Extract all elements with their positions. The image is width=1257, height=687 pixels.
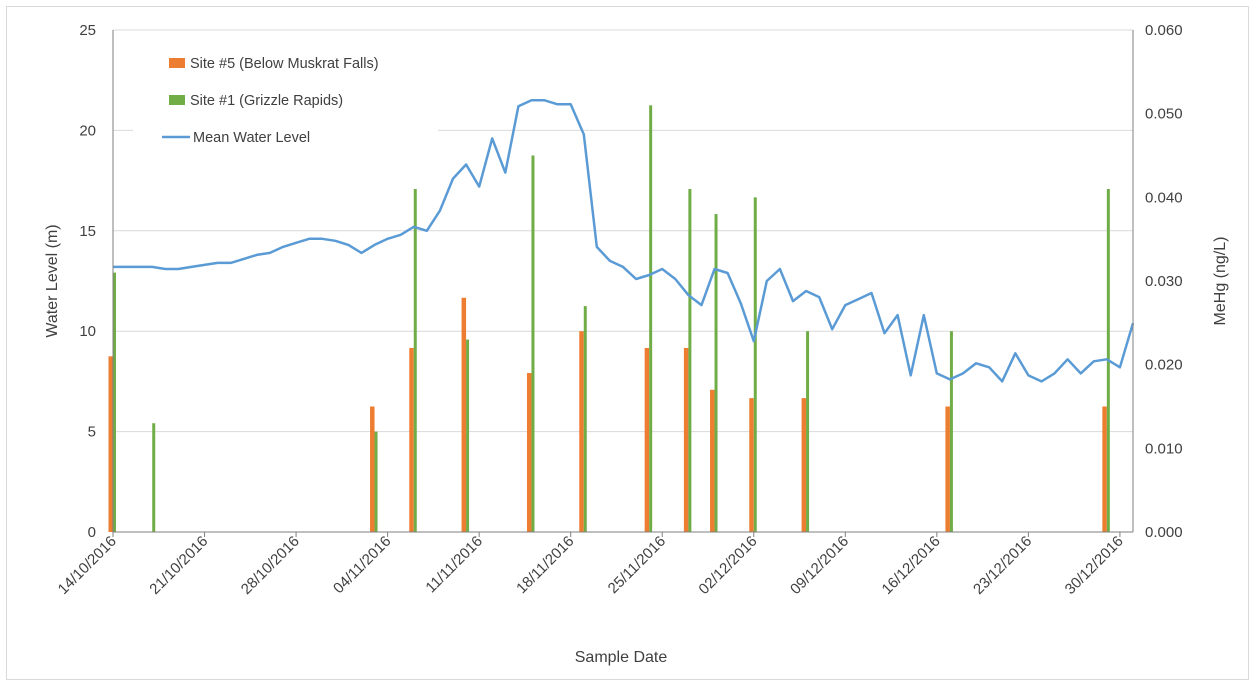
right-y-tick-label: 0.030 xyxy=(1145,273,1183,290)
bar-site1 xyxy=(649,105,653,533)
x-tick-label: 25/11/2016 xyxy=(605,533,669,597)
left-y-tick-label: 15 xyxy=(79,223,96,240)
right-y-tick-label: 0.050 xyxy=(1145,106,1183,123)
left-y-tick-labels: 0 5 10 15 20 25 xyxy=(79,22,96,541)
left-y-tick-label: 0 xyxy=(88,524,96,541)
axes xyxy=(112,30,1134,537)
left-y-tick-label: 25 xyxy=(79,22,96,39)
left-y-tick-label: 20 xyxy=(79,122,96,139)
x-tick-label: 18/11/2016 xyxy=(513,533,577,597)
legend-label-site5: Site #5 (Below Muskrat Falls) xyxy=(190,56,379,72)
bar-site5 xyxy=(526,373,532,532)
legend: Site #5 (Below Muskrat Falls) Site #1 (G… xyxy=(133,46,438,158)
bar-site5 xyxy=(749,398,754,532)
bar-site1 xyxy=(113,272,116,532)
bar-site5 xyxy=(945,406,950,532)
legend-swatch-site5 xyxy=(169,58,185,68)
left-y-tick-label: 5 xyxy=(88,424,96,441)
bar-site1 xyxy=(466,339,470,532)
right-y-tick-labels: 0.000 0.010 0.020 0.030 0.040 0.050 0.060 xyxy=(1145,22,1183,541)
right-y-tick-label: 0.000 xyxy=(1145,524,1183,541)
bar-site1 xyxy=(688,188,692,532)
x-tick-label: 14/10/2016 xyxy=(55,533,120,598)
x-axis-title: Sample Date xyxy=(575,649,668,666)
bar-site5 xyxy=(683,347,689,532)
gridlines xyxy=(113,29,1133,433)
bar-site1 xyxy=(374,431,378,532)
bar-site5 xyxy=(1102,406,1107,532)
right-y-tick-label: 0.020 xyxy=(1145,357,1183,374)
right-y-tick-label: 0.040 xyxy=(1145,189,1183,206)
bar-site5 xyxy=(644,347,650,532)
x-tick-label: 30/12/2016 xyxy=(1062,533,1127,598)
right-y-axis-title: MeHg (ng/L) xyxy=(1212,237,1229,326)
right-y-tick-label: 0.010 xyxy=(1145,440,1183,457)
x-tick-label: 16/12/2016 xyxy=(879,533,944,598)
bar-site5 xyxy=(710,389,715,532)
legend-label-water: Mean Water Level xyxy=(193,130,310,146)
left-y-axis-title: Water Level (m) xyxy=(44,224,61,337)
x-tick-label: 02/12/2016 xyxy=(695,533,760,598)
x-tick-label: 23/12/2016 xyxy=(970,533,1035,598)
bar-site5 xyxy=(801,398,807,532)
bar-site1 xyxy=(413,188,417,532)
x-tick-label: 04/11/2016 xyxy=(330,533,394,597)
water-level-line xyxy=(113,99,1135,383)
x-tick-label: 21/10/2016 xyxy=(146,533,211,598)
legend-swatch-site1 xyxy=(169,95,185,105)
bar-site5 xyxy=(370,406,375,532)
bar-site5 xyxy=(108,356,113,532)
bar-site5 xyxy=(461,297,467,532)
bar-site1 xyxy=(531,155,535,532)
bar-site1 xyxy=(714,214,718,533)
right-y-tick-label: 0.060 xyxy=(1145,22,1183,39)
bars-site1 xyxy=(113,105,1110,533)
bars-site5 xyxy=(108,297,1107,532)
x-tick-labels: 14/10/2016 21/10/2016 28/10/2016 04/11/2016… xyxy=(55,533,1127,598)
bar-site1 xyxy=(583,306,587,532)
legend-label-site1: Site #1 (Grizzle Rapids) xyxy=(190,93,343,109)
left-y-tick-label: 10 xyxy=(79,323,96,340)
bar-site5 xyxy=(409,347,414,532)
bar-site1 xyxy=(753,197,757,533)
x-tick-label: 11/11/2016 xyxy=(422,533,486,597)
x-tick-label: 28/10/2016 xyxy=(238,533,303,598)
bar-site1 xyxy=(949,331,953,532)
bar-site1 xyxy=(806,331,810,532)
bar-site5 xyxy=(579,331,584,532)
bar-site1 xyxy=(152,423,156,532)
x-tick-label: 09/12/2016 xyxy=(787,533,852,598)
